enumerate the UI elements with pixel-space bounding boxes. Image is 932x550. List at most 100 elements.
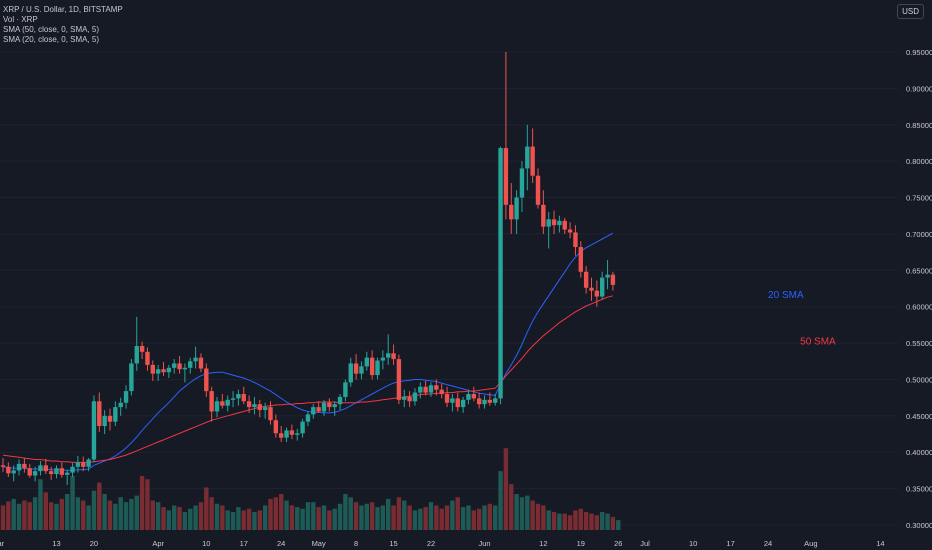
candle-body: [375, 360, 380, 376]
candle-body: [38, 465, 43, 472]
candle-body: [503, 148, 509, 205]
candle-body: [241, 394, 246, 402]
x-tick-label: 13: [52, 539, 60, 548]
volume-bar: [514, 494, 519, 530]
candle-body: [113, 407, 118, 422]
candle-body: [118, 402, 123, 408]
volume-indicator-label[interactable]: Vol · XRP: [3, 15, 38, 24]
volume-bar: [493, 505, 498, 530]
volume-bar: [498, 471, 503, 530]
candle-body: [353, 363, 359, 374]
candle-body: [316, 407, 321, 412]
x-tick-label: 22: [427, 539, 435, 548]
x-tick-label: 26: [614, 539, 622, 548]
y-tick-label: 0.80000: [906, 157, 932, 166]
candle-body: [487, 399, 493, 403]
volume-bar: [236, 507, 241, 530]
volume-bar: [337, 503, 343, 530]
candle-body: [380, 357, 386, 361]
candle-body: [610, 274, 616, 285]
volume-bar: [246, 508, 252, 530]
candle-body: [535, 175, 541, 205]
candle-body: [514, 197, 519, 220]
candle-body: [466, 394, 471, 400]
volume-bar: [327, 510, 332, 530]
volume-bar: [198, 502, 204, 530]
candle-body: [70, 466, 75, 473]
volume-bar: [616, 520, 621, 530]
volume-bar: [300, 508, 305, 530]
symbol-title[interactable]: XRP / U.S. Dollar, 1D, BITSTAMP: [3, 5, 123, 14]
volume-bar: [535, 503, 541, 530]
candle-body: [65, 472, 70, 475]
candle-body: [455, 398, 460, 408]
x-tick-label: 12: [539, 539, 547, 548]
candle-body: [412, 392, 418, 402]
volume-bar: [11, 498, 16, 530]
volume-bar: [91, 490, 97, 530]
volume-bar: [54, 503, 59, 530]
volume-bar: [380, 505, 386, 530]
x-tick-label: 17: [240, 539, 248, 548]
candle-body: [386, 353, 391, 358]
volume-bar: [460, 507, 466, 530]
candle-body: [551, 219, 557, 226]
sma50-indicator-label[interactable]: SMA (50, close, 0, SMA, 5): [3, 25, 100, 34]
x-tick-label: Jul: [640, 539, 650, 548]
candle-body: [145, 351, 150, 365]
volume-bar: [225, 510, 230, 530]
sma50-line: [2, 295, 614, 463]
candle-body: [567, 229, 573, 233]
volume-bar: [551, 512, 557, 530]
volume-bar: [22, 500, 27, 530]
volume-bar: [155, 502, 161, 530]
volume-bar: [589, 513, 594, 530]
volume-bar: [557, 513, 562, 530]
candle-body: [48, 471, 54, 475]
sma20-indicator-label[interactable]: SMA (20, close, 0, SMA, 5): [3, 35, 100, 44]
volume-bar: [43, 492, 48, 530]
volume-bar: [188, 508, 193, 530]
candle-body: [460, 399, 466, 408]
candle-body: [139, 345, 145, 352]
volume-bar: [150, 500, 155, 530]
y-tick-label: 0.30000: [906, 521, 932, 530]
volume-bar: [295, 507, 300, 530]
candle-body: [204, 368, 209, 392]
candle-body: [86, 459, 91, 467]
candle-body: [348, 363, 353, 383]
x-tick-label: 10: [202, 539, 210, 548]
volume-bar: [605, 513, 610, 530]
volume-bar: [145, 479, 150, 530]
x-tick-label: 15: [389, 539, 397, 548]
volume-bar: [503, 448, 509, 530]
volume-bar: [567, 515, 573, 530]
volume-bar: [123, 502, 129, 530]
candle-body: [214, 401, 220, 412]
volume-bar: [209, 497, 214, 530]
volume-bar: [0, 505, 6, 530]
y-tick-label: 0.75000: [906, 194, 932, 203]
volume-bar: [268, 498, 273, 530]
x-tick-label: Jun: [478, 539, 490, 548]
volume-bar: [284, 500, 289, 530]
candle-body: [172, 363, 177, 368]
volume-bar: [583, 512, 589, 530]
volume-bar: [107, 500, 113, 530]
candle-body: [482, 399, 487, 405]
candle-body: [91, 401, 97, 460]
currency-button[interactable]: USD: [897, 4, 924, 19]
y-tick-label: 0.55000: [906, 339, 932, 348]
volume-bar: [348, 497, 353, 530]
volume-bar: [594, 515, 600, 530]
y-tick-label: 0.45000: [906, 412, 932, 421]
candle-body: [359, 366, 364, 374]
candle-body: [252, 404, 257, 408]
candle-body: [198, 357, 204, 369]
volume-bar: [396, 497, 402, 530]
volume-bar: [38, 479, 43, 530]
volume-bar: [466, 505, 471, 530]
y-tick-label: 0.50000: [906, 375, 932, 384]
candle-body: [583, 271, 589, 288]
